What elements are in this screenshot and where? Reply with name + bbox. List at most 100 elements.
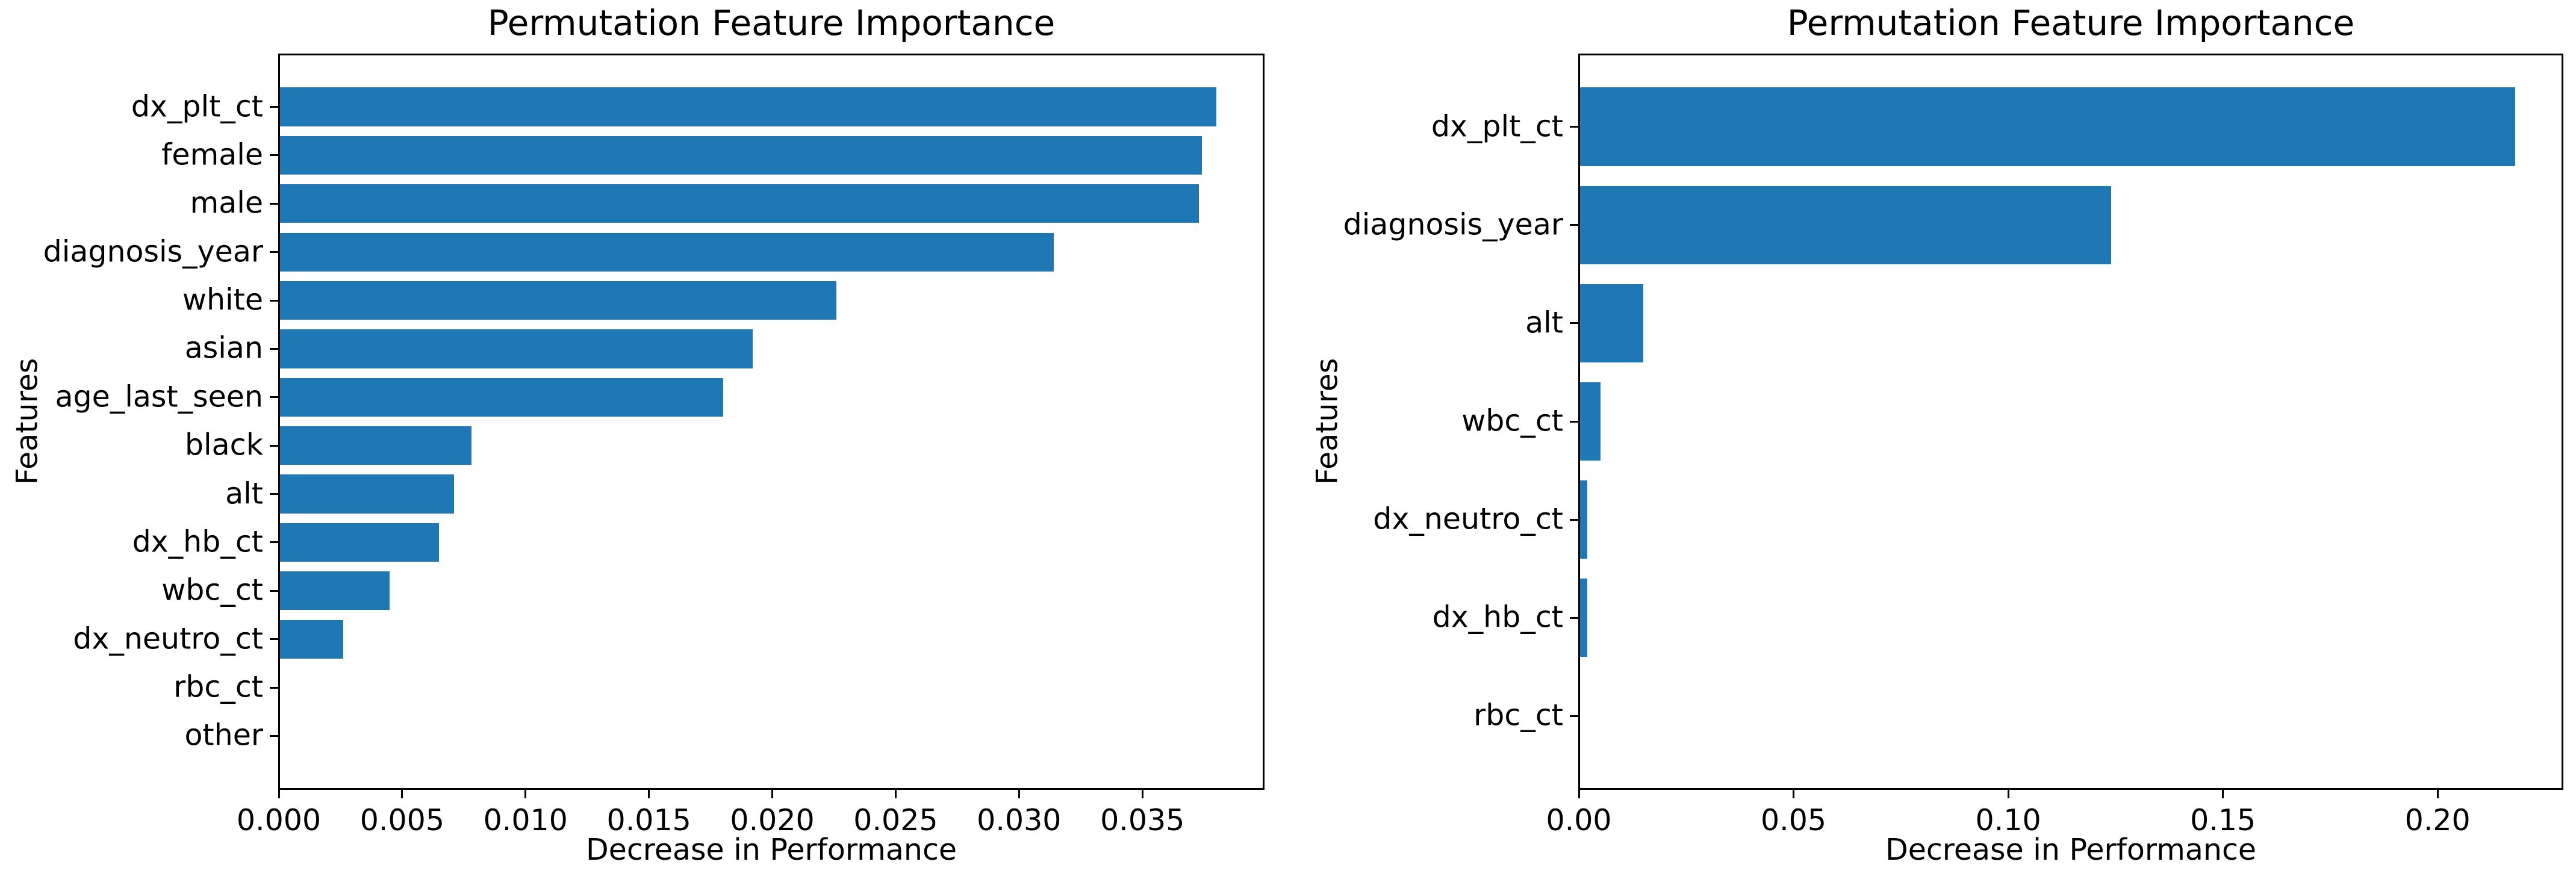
x-tick [2436,789,2439,798]
axis-spine-right [2561,53,2563,790]
y-tick [269,541,278,544]
y-tick-label-diagnosis_year: diagnosis_year [1343,207,1563,242]
y-tick-label-age_last_seen: age_last_seen [55,379,263,414]
bar-dx_hb_ct [1579,578,1588,657]
y-tick [269,493,278,495]
x-tick-label-0.015: 0.015 [606,803,691,837]
x-tick [2222,789,2224,798]
x-tick-label-0.020: 0.020 [730,803,815,837]
bar-dx_hb_ct [279,523,440,562]
y-tick-label-alt: alt [1525,305,1563,340]
bar-dx_neutro_ct [1579,480,1588,559]
x-tick-label-0.10: 0.10 [1975,803,2041,837]
x-tick [1141,789,1143,798]
x-axis-label-right: Decrease in Performance [1885,833,2257,867]
y-tick-label-dx_neutro_ct: dx_neutro_ct [1373,502,1563,536]
axis-spine-bottom [1578,787,2563,790]
x-tick-label-0.030: 0.030 [977,803,1062,837]
bar-black [279,426,471,465]
y-tick-label-wbc_ct: wbc_ct [161,573,263,607]
y-tick [269,106,278,108]
bar-dx_plt_ct [279,87,1217,126]
x-tick [278,789,280,798]
bar-asian [279,329,753,368]
x-axis-label-left: Decrease in Performance [585,833,957,867]
y-tick [1569,715,1578,717]
x-tick [1578,789,1580,798]
y-tick-label-dx_hb_ct: dx_hb_ct [1432,600,1563,635]
y-tick-label-wbc_ct: wbc_ct [1461,403,1563,438]
y-tick [269,154,278,157]
bar-male [279,184,1199,223]
y-tick [1569,322,1578,325]
y-tick-label-diagnosis_year: diagnosis_year [43,234,263,269]
y-tick-label-white: white [182,282,263,317]
bar-alt [279,474,454,514]
bar-dx_plt_ct [1579,87,2515,166]
y-tick [269,396,278,399]
x-tick-label-0.035: 0.035 [1100,803,1185,837]
x-tick-label-0.15: 0.15 [2190,803,2256,837]
x-tick [894,789,897,798]
bar-white [279,281,837,320]
bar-wbc_ct [1579,382,1601,461]
bar-dx_neutro_ct [279,620,343,659]
x-tick-label-0.05: 0.05 [1760,803,1827,837]
bar-female [279,135,1202,175]
bar-diagnosis_year [279,232,1054,272]
y-tick-label-dx_plt_ct: dx_plt_ct [1431,109,1563,144]
x-tick [1018,789,1020,798]
x-tick [2007,789,2009,798]
axis-spine-right [1262,53,1265,790]
x-tick-label-0.025: 0.025 [853,803,938,837]
y-tick [269,299,278,302]
y-tick-label-rbc_ct: rbc_ct [173,669,263,704]
plot-area-left [279,54,1263,789]
y-tick-label-black: black [184,427,263,462]
x-tick-label-0.00: 0.00 [1546,803,1612,837]
y-tick [1569,224,1578,226]
axis-spine-bottom [278,787,1265,790]
plot-area-right [1579,54,2562,789]
y-tick-label-asian: asian [184,331,263,366]
y-tick [269,347,278,350]
chart-title-right: Permutation Feature Importance [1787,2,2355,43]
y-tick [1569,420,1578,423]
y-tick [1569,616,1578,619]
y-tick [269,444,278,447]
y-tick-label-dx_neutro_ct: dx_neutro_ct [73,621,263,656]
x-tick [401,789,403,798]
x-tick [771,789,774,798]
x-tick [648,789,650,798]
y-tick-label-rbc_ct: rbc_ct [1473,698,1563,733]
y-tick-label-dx_hb_ct: dx_hb_ct [132,524,263,559]
bar-alt [1579,284,1643,363]
chart-title-left: Permutation Feature Importance [487,2,1056,43]
y-tick-label-alt: alt [225,476,263,511]
x-tick-label-0.005: 0.005 [359,803,445,837]
y-tick [269,638,278,641]
y-tick [269,734,278,737]
y-tick-label-male: male [190,185,263,220]
x-tick-label-0.000: 0.000 [236,803,322,837]
y-tick [1569,518,1578,521]
x-tick-label-0.010: 0.010 [483,803,568,837]
x-tick-label-0.20: 0.20 [2404,803,2471,837]
axis-spine-left [1578,53,1580,790]
y-tick [269,589,278,592]
y-tick-label-other: other [184,718,263,753]
bar-age_last_seen [279,377,723,417]
axis-spine-top [1578,53,2563,55]
y-tick [269,686,278,689]
y-tick [269,251,278,253]
y-tick [1569,126,1578,128]
x-tick [524,789,527,798]
bar-diagnosis_year [1579,185,2112,265]
bar-wbc_ct [279,571,390,610]
axis-spine-left [278,53,280,790]
axis-spine-top [278,53,1265,55]
y-tick-label-female: female [161,137,263,172]
y-tick [269,202,278,205]
x-tick [1793,789,1795,798]
y-tick-label-dx_plt_ct: dx_plt_ct [131,89,263,124]
